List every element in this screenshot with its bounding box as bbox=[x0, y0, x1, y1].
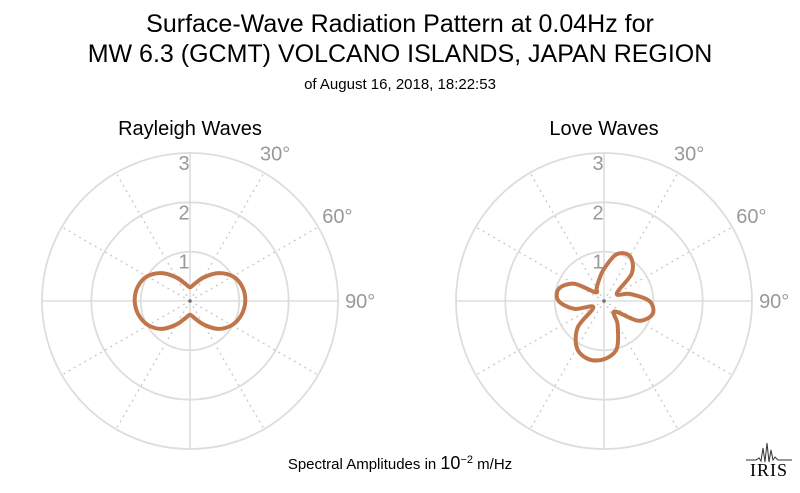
rayleigh-radial-tick-label-3: 3 bbox=[178, 153, 189, 175]
rayleigh-spoke-30 bbox=[189, 172, 265, 302]
rayleigh-panel-title: Rayleigh Waves bbox=[118, 118, 262, 140]
rayleigh-spoke-300 bbox=[61, 226, 191, 302]
love-ring-3 bbox=[455, 152, 753, 450]
love-spoke-240 bbox=[475, 300, 605, 376]
rayleigh-radial-tick-label-2: 2 bbox=[178, 202, 189, 224]
rayleigh-ring-1 bbox=[139, 250, 241, 352]
love-spoke-330 bbox=[529, 172, 605, 302]
love-angle-tick-label-90: 90° bbox=[759, 291, 789, 313]
love-pattern-curve-0 bbox=[554, 251, 656, 363]
rayleigh-angle-tick-label-60: 60° bbox=[322, 206, 352, 228]
love-spoke-300 bbox=[475, 226, 605, 302]
rayleigh-spoke-210 bbox=[115, 300, 191, 430]
rayleigh-radial-tick-label-1: 1 bbox=[178, 252, 189, 274]
love-radial-tick-label-2: 2 bbox=[592, 202, 603, 224]
amplitude-label-exponent: −2 bbox=[460, 454, 473, 466]
love-ring-2 bbox=[504, 201, 704, 401]
love-spoke-120 bbox=[603, 300, 733, 376]
rayleigh-spoke-150 bbox=[189, 300, 265, 430]
love-radial-tick-label-1: 1 bbox=[592, 252, 603, 274]
rayleigh-angle-tick-label-90: 90° bbox=[345, 291, 375, 313]
figure-subtitle: of August 16, 2018, 18:22:53 bbox=[304, 76, 496, 93]
rayleigh-spoke-330 bbox=[115, 172, 191, 302]
rayleigh-spoke-240 bbox=[61, 300, 191, 376]
iris-logo-text: IRIS bbox=[749, 460, 788, 480]
love-ring-1 bbox=[553, 250, 655, 352]
rayleigh-spoke-120 bbox=[189, 300, 319, 376]
rayleigh-spoke-60 bbox=[189, 226, 319, 302]
amplitude-units-label: Spectral Amplitudes in 10−2 m/Hz bbox=[0, 453, 800, 474]
love-panel-title: Love Waves bbox=[549, 118, 659, 140]
rayleigh-ring-3 bbox=[41, 152, 339, 450]
amplitude-label-base: 10 bbox=[440, 453, 461, 473]
amplitude-label-prefix: Spectral Amplitudes in bbox=[287, 456, 441, 473]
love-spoke-30 bbox=[603, 172, 679, 302]
rayleigh-ring-2 bbox=[90, 201, 290, 401]
figure-title-line-2: MW 6.3 (GCMT) VOLCANO ISLANDS, JAPAN REG… bbox=[87, 40, 713, 68]
love-angle-tick-label-60: 60° bbox=[736, 206, 766, 228]
rayleigh-angle-tick-label-30: 30° bbox=[260, 144, 290, 166]
amplitude-label-unit: m/Hz bbox=[472, 456, 513, 473]
figure-title-line-1: Surface-Wave Radiation Pattern at 0.04Hz… bbox=[146, 10, 654, 38]
seismogram-icon bbox=[746, 442, 792, 463]
love-radial-tick-label-3: 3 bbox=[592, 153, 603, 175]
love-angle-tick-label-30: 30° bbox=[674, 144, 704, 166]
iris-logo: IRIS bbox=[744, 440, 794, 484]
love-spoke-60 bbox=[603, 226, 733, 302]
rayleigh-center-dot bbox=[188, 299, 192, 303]
love-spoke-210 bbox=[529, 300, 605, 430]
love-center-dot bbox=[602, 299, 606, 303]
